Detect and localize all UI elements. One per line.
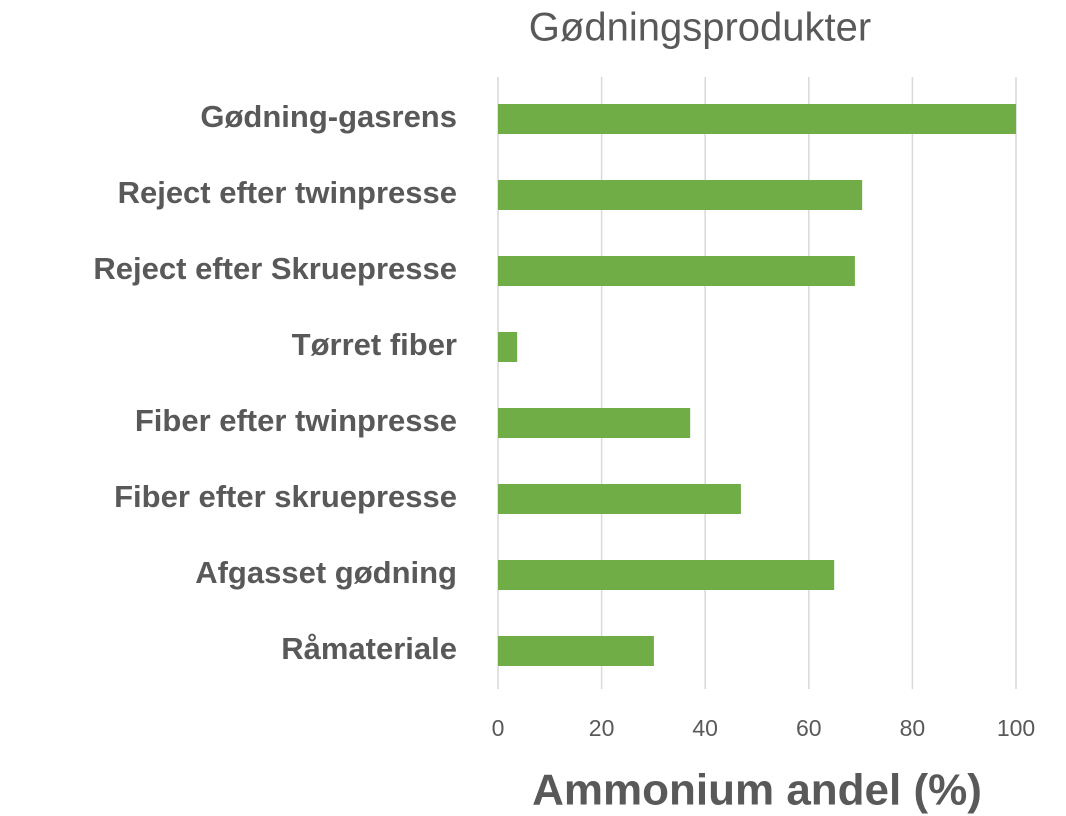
y-tick-label: Gødning-gasrens bbox=[200, 99, 457, 134]
x-tick-label: 80 bbox=[900, 715, 926, 741]
bar bbox=[498, 636, 654, 666]
bar bbox=[498, 484, 741, 514]
y-tick-label: Reject efter twinpresse bbox=[118, 175, 457, 210]
bar bbox=[498, 256, 855, 286]
y-tick-label: Reject efter Skruepresse bbox=[93, 251, 457, 286]
y-tick-label: Fiber efter skruepresse bbox=[114, 479, 457, 514]
bar bbox=[498, 180, 863, 210]
x-tick-label: 0 bbox=[492, 715, 505, 741]
y-tick-label: Tørret fiber bbox=[292, 327, 457, 362]
bar bbox=[498, 104, 1016, 134]
x-tick-label: 100 bbox=[997, 715, 1035, 741]
y-tick-label: Råmateriale bbox=[281, 631, 457, 666]
y-tick-label: Fiber efter twinpresse bbox=[135, 403, 457, 438]
x-tick-label: 60 bbox=[796, 715, 822, 741]
x-tick-label: 20 bbox=[589, 715, 615, 741]
chart-title: Gødningsprodukter bbox=[529, 6, 871, 50]
bar bbox=[498, 560, 835, 590]
bar bbox=[498, 332, 518, 362]
x-axis-label: Ammonium andel (%) bbox=[532, 766, 982, 815]
y-tick-label: Afgasset gødning bbox=[195, 555, 457, 590]
bar bbox=[498, 408, 691, 438]
x-tick-label: 40 bbox=[692, 715, 718, 741]
